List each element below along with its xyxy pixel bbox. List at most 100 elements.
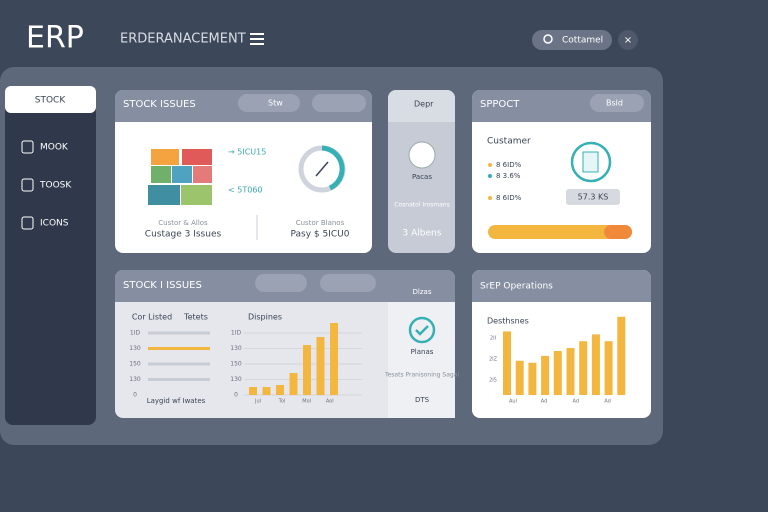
card-title: SrEP Operations — [480, 282, 553, 292]
y-label: 130 — [230, 376, 242, 383]
x-label: Aol — [326, 399, 334, 405]
row-label: 8 6ID% — [496, 194, 522, 202]
bar — [316, 337, 325, 395]
app-title: ERDERANACEMENT — [120, 32, 246, 47]
side-title: Dlzas — [413, 288, 432, 296]
heading: Custamer — [487, 137, 531, 147]
x-label: Aul — [509, 399, 517, 405]
card-title: STOCK ISSUES — [123, 99, 196, 110]
dropdown[interactable] — [312, 94, 366, 112]
bar — [553, 351, 562, 395]
row-label: 150 — [129, 361, 141, 368]
tab-label: STOCK — [35, 96, 67, 106]
card — [472, 90, 651, 253]
icon — [570, 141, 612, 183]
row-bar — [148, 378, 210, 381]
y-label: 150 — [230, 361, 242, 368]
sidebar — [5, 86, 96, 425]
bar — [303, 345, 311, 395]
y-label: 0 — [234, 392, 238, 399]
rows: 8 6ID% 8 3.6% 8 6ID% — [488, 161, 522, 202]
dot — [488, 174, 492, 178]
bar — [276, 385, 284, 395]
caption: Cosnatol Irosmans — [394, 202, 449, 209]
bar — [579, 341, 588, 395]
row-label: 130 — [129, 376, 141, 383]
dot — [488, 163, 492, 167]
bar — [515, 360, 524, 395]
filter-button[interactable] — [238, 94, 300, 112]
caption: Tesats Pranisoning Sagal — [384, 372, 459, 379]
dropdown[interactable] — [255, 274, 307, 292]
card-title: SPPOCT — [480, 99, 520, 110]
card — [388, 90, 455, 253]
column-header: Dispines — [248, 313, 282, 322]
row-bar — [148, 347, 210, 350]
sidebar-items: MOOK TOOSK ICONS — [21, 140, 72, 230]
check-icon — [408, 316, 436, 344]
gauge — [298, 145, 346, 193]
heading: Desthsnes — [487, 317, 529, 326]
bar — [503, 331, 511, 395]
progress-bar — [488, 225, 632, 239]
caption: Custor & Allos — [158, 219, 208, 227]
y-label: 2I5 — [489, 378, 497, 384]
button[interactable] — [590, 94, 644, 112]
row-label: 8 3.6% — [496, 172, 521, 180]
bar — [604, 341, 613, 395]
label: Pacas — [412, 173, 432, 181]
logo: ERP — [26, 21, 84, 56]
label: Pasy $ 5ICU0 — [291, 230, 350, 240]
row-label: 0 — [133, 392, 137, 399]
button-label: Bsld — [606, 99, 623, 108]
y-label: 2IZ — [489, 357, 498, 363]
icon — [408, 141, 436, 169]
badge-label: 57.3 KS — [578, 193, 609, 202]
x-label: Tol — [278, 399, 286, 405]
bar — [249, 387, 257, 395]
bar — [617, 316, 626, 395]
button-label: Stw — [268, 99, 283, 108]
x-label: Ad — [573, 399, 580, 405]
value: 3 Albens — [403, 229, 442, 239]
dot — [488, 196, 492, 200]
arrow-label: < 5T060 — [228, 186, 263, 195]
column-header: Tetets — [183, 313, 208, 322]
bar — [591, 334, 600, 395]
y-label: 1ID — [231, 330, 242, 337]
row-label: 1ID — [130, 330, 141, 337]
menu-icon[interactable] — [250, 33, 264, 45]
search-box[interactable] — [532, 30, 612, 50]
svg-text:×: × — [624, 35, 632, 46]
x-label: Mol — [302, 399, 311, 405]
x-label: Jul — [254, 399, 261, 405]
caption: Laygid wf Iwates — [147, 397, 206, 405]
row-label: 130 — [129, 345, 141, 352]
item-icon — [21, 178, 34, 192]
table: Cor Listed Tetets Dispines 1ID 1ID 130 130 150 1… — [129, 313, 362, 405]
bar — [289, 373, 298, 395]
value: DTS — [415, 396, 430, 404]
column-header: Cor Listed — [132, 313, 172, 322]
search-text: Cottamel — [562, 36, 603, 46]
bar — [528, 362, 537, 395]
item-icon — [21, 140, 34, 154]
y-label: 2II — [490, 336, 496, 342]
item-icon — [21, 216, 34, 230]
sidebar-tab[interactable] — [5, 86, 96, 113]
bar — [566, 348, 575, 395]
card-title: Depr — [414, 100, 434, 109]
card-title: STOCK I ISSUES — [123, 280, 202, 291]
row-bar — [148, 362, 210, 366]
y-label: 130 — [230, 345, 242, 352]
arrow-label: → 5ICU15 — [228, 148, 266, 157]
block-grid — [148, 149, 212, 205]
sidebar-item: MOOK — [40, 143, 69, 153]
close-button[interactable] — [618, 30, 638, 50]
badge — [566, 189, 620, 205]
dropdown[interactable] — [320, 274, 376, 292]
x-label: Ad — [604, 399, 611, 405]
x-label: Ad — [541, 399, 548, 405]
